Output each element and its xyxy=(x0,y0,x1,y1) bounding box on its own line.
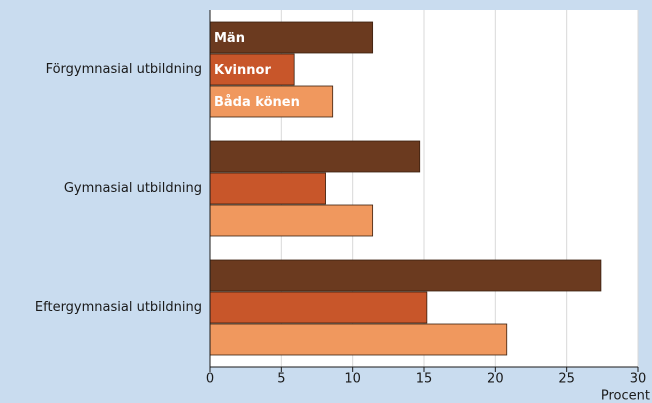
category-label: Gymnasial utbildning xyxy=(64,181,202,196)
x-tick-label: 0 xyxy=(206,372,214,387)
x-tick-label: 15 xyxy=(416,372,433,387)
bar xyxy=(209,53,295,86)
bar xyxy=(209,85,334,118)
bar xyxy=(209,140,421,173)
bar xyxy=(209,323,508,356)
bar xyxy=(209,204,374,237)
x-tick-label: 25 xyxy=(558,372,575,387)
legend-label: Kvinnor xyxy=(214,63,271,78)
bar xyxy=(209,21,374,54)
bar xyxy=(209,172,326,205)
x-tick-label: 10 xyxy=(344,372,361,387)
legend-label: Män xyxy=(214,31,245,46)
bar xyxy=(209,291,428,324)
x-axis-label: Procent xyxy=(601,389,650,403)
x-tick-label: 20 xyxy=(487,372,504,387)
bar xyxy=(209,259,602,292)
legend-label: Båda könen xyxy=(214,95,300,110)
x-tick-label: 5 xyxy=(277,372,285,387)
x-tick-label: 30 xyxy=(630,372,647,387)
category-label: Eftergymnasial utbildning xyxy=(35,300,202,315)
category-label: Förgymnasial utbildning xyxy=(46,62,202,77)
